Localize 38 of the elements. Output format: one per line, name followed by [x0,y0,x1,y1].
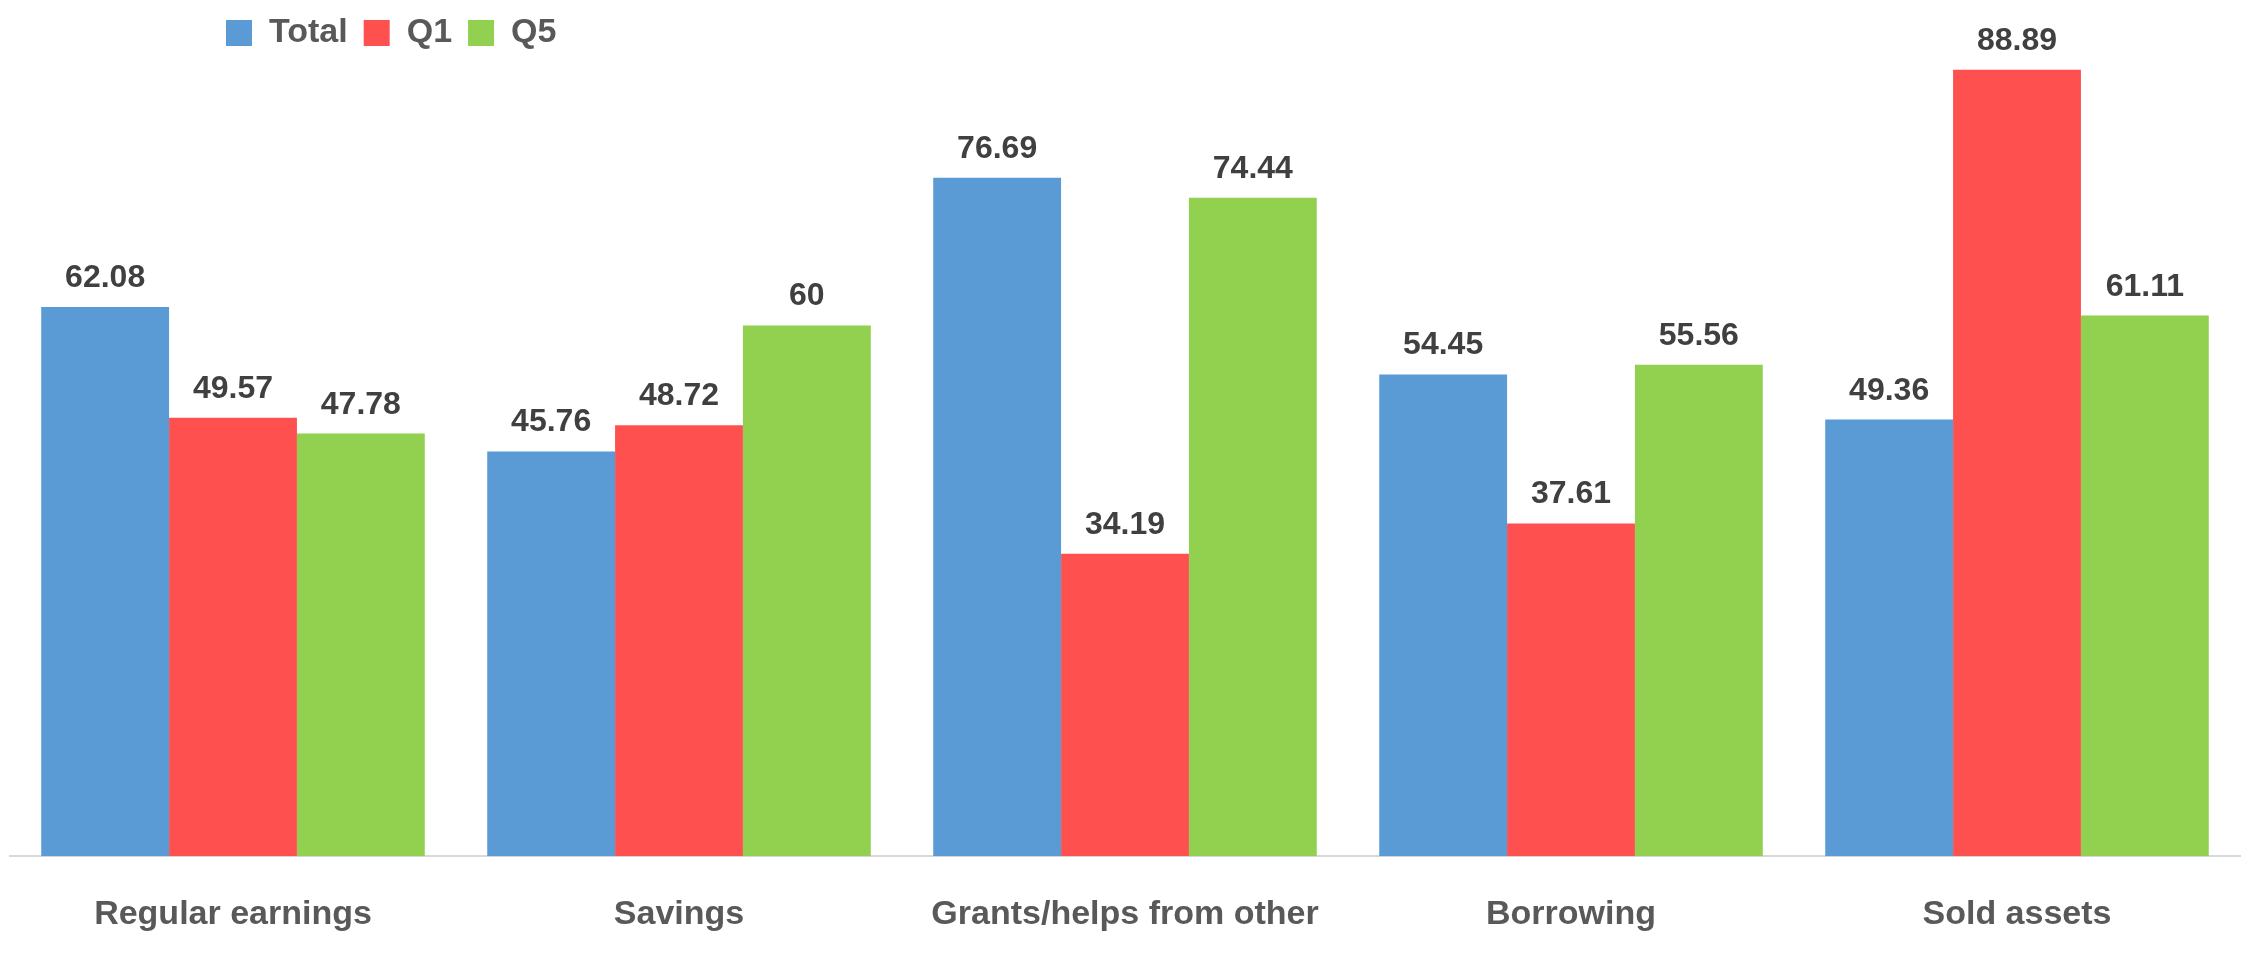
data-label: 54.45 [1403,325,1484,362]
x-tick-label: Sold assets [1922,892,2112,931]
data-label: 47.78 [320,384,401,421]
data-label: 61.11 [2105,266,2185,303]
legend-label: Q5 [511,11,557,50]
data-label: 34.19 [1084,504,1166,541]
data-label: 55.56 [1658,315,1739,352]
bar [1825,419,1954,857]
x-tick-label: Savings [613,892,745,931]
bar [1953,69,2081,857]
x-tick-label: Grants/helps from other [931,892,1319,931]
data-label: 49.36 [1849,370,1930,407]
bar [41,307,170,857]
x-tick-label: Regular earnings [94,892,372,931]
bar [2080,315,2209,857]
data-label: 88.89 [1976,20,2058,57]
data-label: 74.44 [1212,148,1294,185]
bar [169,417,297,857]
legend-label: Total [269,11,348,50]
bar [1061,553,1189,857]
bar [1188,197,1317,857]
data-label: 76.69 [957,128,1038,165]
x-tick-label: Borrowing [1486,892,1656,931]
data-label: 60 [789,276,825,313]
bar [742,325,871,857]
data-label: 37.61 [1530,474,1612,511]
bar [1634,364,1763,857]
bar [1379,374,1508,857]
bar [933,177,1062,857]
bar [615,425,743,857]
bar [487,451,616,857]
data-label: 49.57 [192,368,274,405]
data-label: 62.08 [65,258,146,294]
data-label: 45.76 [511,402,592,439]
data-label: 48.72 [638,376,720,413]
legend-label: Q1 [406,11,453,50]
bar [1507,523,1635,857]
bar [296,433,425,857]
